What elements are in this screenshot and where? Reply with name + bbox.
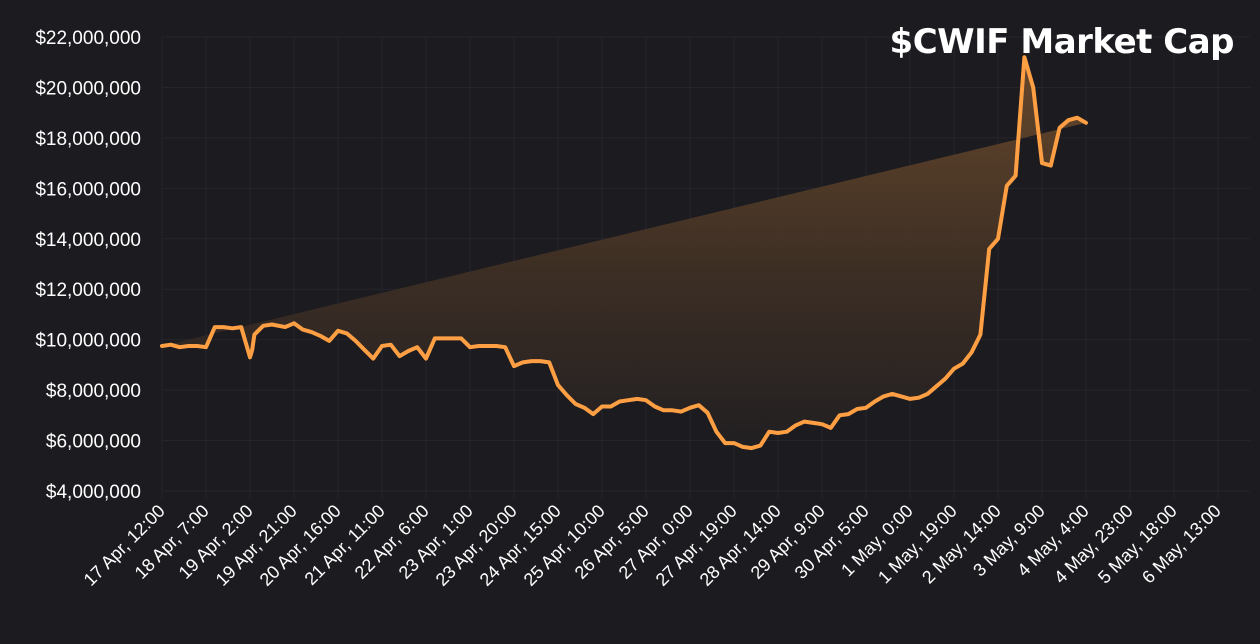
- market-cap-line: [160, 55, 1088, 451]
- area-fill: [162, 57, 1086, 449]
- y-tick-label: $22,000,000: [35, 28, 141, 49]
- y-tick-label: $6,000,000: [46, 432, 141, 453]
- y-tick-label: $4,000,000: [46, 482, 141, 503]
- y-tick-label: $18,000,000: [35, 129, 141, 150]
- y-axis: $22,000,000 $20,000,000 $18,000,000 $16,000…: [35, 28, 141, 503]
- y-tick-label: $16,000,000: [35, 179, 141, 200]
- y-tick-label: $20,000,000: [35, 78, 141, 99]
- y-tick-label: $14,000,000: [35, 230, 141, 251]
- y-tick-label: $12,000,000: [35, 280, 141, 301]
- chart-title: $CWIF Market Cap: [889, 22, 1235, 62]
- y-tick-label: $10,000,000: [35, 331, 141, 352]
- y-tick-label: $8,000,000: [46, 381, 141, 402]
